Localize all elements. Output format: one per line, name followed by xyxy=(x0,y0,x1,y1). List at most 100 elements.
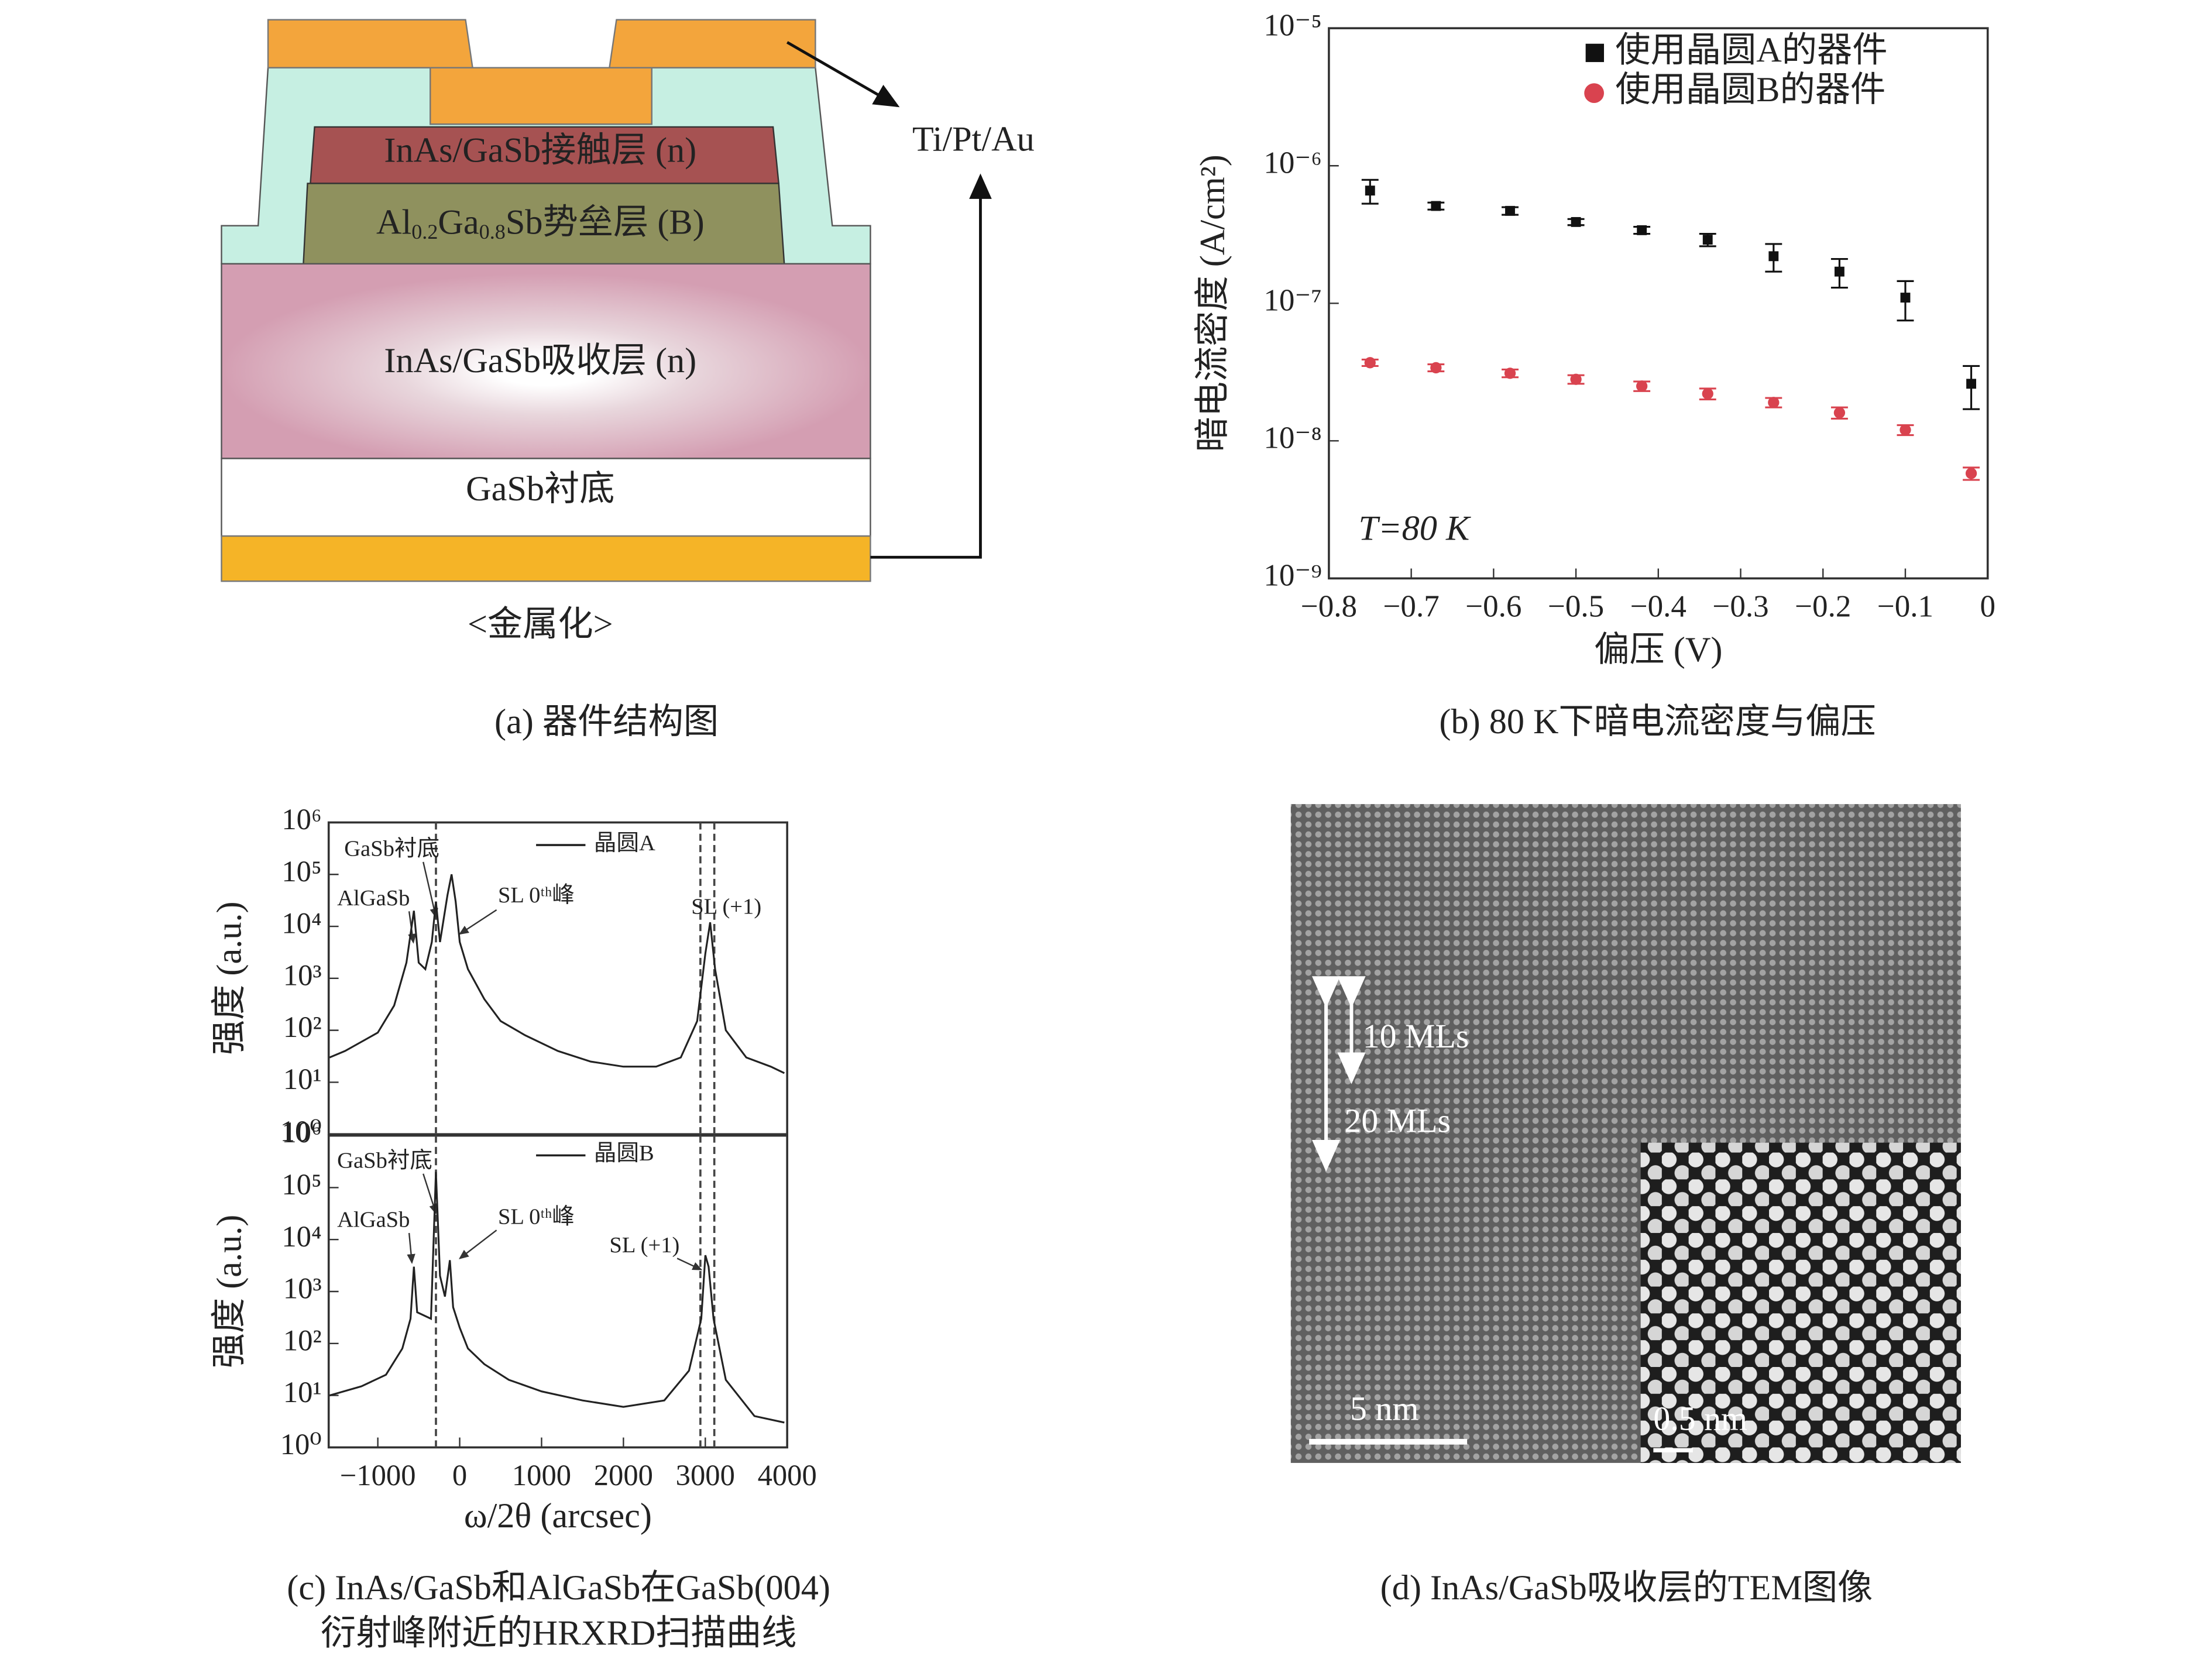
chart: 10⁻⁹ 10⁻⁸ 10⁻⁷ 10⁻⁶ 10⁻⁵ −0.8 −0.7 −0.6 −0.5 −0.4… xyxy=(1193,8,1995,669)
legend-label: 晶圆A xyxy=(594,831,655,856)
caption: (b) 80 K下暗电流密度与偏压 xyxy=(1439,702,1876,741)
absorber-layer xyxy=(221,263,871,459)
tem-inset xyxy=(1640,1142,1961,1463)
point xyxy=(1768,397,1780,408)
x-tick-label: 4000 xyxy=(758,1459,817,1492)
point xyxy=(1570,373,1582,385)
tem-image: 10 MLs 20 MLs 5 nm 0.5 nm xyxy=(1290,804,1961,1463)
point xyxy=(1430,362,1442,374)
point xyxy=(1637,225,1647,235)
annotation: GaSb衬底 xyxy=(344,837,439,861)
substrate xyxy=(221,458,871,537)
annotation: GaSb衬底 xyxy=(337,1148,432,1173)
legend-label: 晶圆B xyxy=(594,1141,654,1166)
metal-contact xyxy=(267,19,473,68)
y-tick-label: 10⁵ xyxy=(281,855,321,888)
y-tick-label: 10⁻⁵ xyxy=(1263,8,1321,42)
annotation: SL (+1) xyxy=(691,894,761,919)
text-part: Al xyxy=(376,203,411,242)
y-tick-label: 10⁶ xyxy=(281,803,321,836)
plot-frame xyxy=(327,821,788,1136)
annotation: T=80 K xyxy=(1359,509,1471,548)
annotation: SL 0ᵗʰ峰 xyxy=(498,883,575,908)
point xyxy=(1702,235,1713,245)
legend-marker xyxy=(1585,43,1604,63)
y-tick-label: 10³ xyxy=(283,1272,322,1305)
x-tick-label: 0 xyxy=(1980,590,1995,624)
point xyxy=(1504,367,1516,379)
device-diagram: Ti/Pt/Au InAs/GaSb接触层 (n) Al0.2Ga0.8Sb势垒… xyxy=(221,19,1035,644)
annotation-arrow xyxy=(423,1173,438,1215)
x-tick-label: −0.2 xyxy=(1795,590,1851,624)
caption: 衍射峰附近的HRXRD扫描曲线 xyxy=(321,1613,796,1653)
y-tick-label: 10⁻⁷ xyxy=(1263,283,1321,317)
x-tick-label: −0.3 xyxy=(1712,590,1768,624)
metal-contact xyxy=(430,67,652,125)
layer-label: Al0.2Ga0.8Sb势垒层 (B) xyxy=(376,203,705,244)
metallization-label: <金属化> xyxy=(468,605,613,644)
text-part: Ga xyxy=(438,203,479,242)
legend-marker xyxy=(1584,83,1604,103)
text-part: Sb势垒层 (B) xyxy=(506,203,705,242)
y-axis-label: 强度 (a.u.) xyxy=(210,901,249,1055)
y-tick-label: 10⁰ xyxy=(280,1115,322,1148)
point xyxy=(1431,201,1441,211)
y-tick-label: 10⁰ xyxy=(280,1428,322,1461)
y-tick-label: 10² xyxy=(283,1011,322,1043)
y-tick-label: 10⁶ xyxy=(281,1116,321,1149)
metal-contact xyxy=(609,19,816,68)
layer-label: 20 MLs xyxy=(1344,1102,1451,1140)
metal-label: Ti/Pt/Au xyxy=(912,119,1035,159)
point xyxy=(1364,357,1376,369)
metal-bottom xyxy=(221,535,871,582)
point xyxy=(1966,379,1976,389)
legend-label: 使用晶圆A的器件 xyxy=(1615,30,1887,70)
y-tick-label: 10⁻⁹ xyxy=(1263,559,1321,593)
y-tick-label: 10⁻⁸ xyxy=(1263,421,1321,455)
point xyxy=(1900,293,1911,303)
layer-label: 10 MLs xyxy=(1363,1017,1469,1055)
point xyxy=(1768,251,1779,262)
y-tick-label: 10⁻⁶ xyxy=(1263,146,1321,180)
arrow xyxy=(870,173,992,559)
subscript: 0.8 xyxy=(479,220,506,243)
annotation: SL (+1) xyxy=(609,1233,679,1258)
x-tick-label: −0.7 xyxy=(1383,590,1440,624)
annotation: AlGaSb xyxy=(337,886,410,911)
y-tick-label: 10¹ xyxy=(283,1376,322,1409)
y-tick-label: 10¹ xyxy=(283,1063,322,1095)
annotation-arrow xyxy=(458,909,497,935)
point xyxy=(1505,205,1515,216)
x-tick-label: −1000 xyxy=(340,1459,416,1492)
x-tick-label: 0 xyxy=(452,1459,467,1492)
x-tick-label: 3000 xyxy=(676,1459,735,1492)
caption: (d) InAs/GaSb吸收层的TEM图像 xyxy=(1380,1568,1873,1608)
scale-label: 0.5 nm xyxy=(1653,1399,1747,1437)
x-tick-label: −0.1 xyxy=(1877,590,1933,624)
caption: (a) 器件结构图 xyxy=(494,702,719,741)
point xyxy=(1571,217,1581,227)
annotation: SL 0ᵗʰ峰 xyxy=(498,1205,575,1229)
caption: (c) InAs/GaSb和AlGaSb在GaSb(004) xyxy=(287,1568,830,1608)
plot-frame xyxy=(327,1134,788,1449)
chart: 10⁰ 10¹ 10² 10³ 10⁴ 10⁵ 10⁶ −1000 0 1000 2000 3000 4… xyxy=(210,1116,817,1536)
y-tick-label: 10³ xyxy=(283,959,322,991)
x-tick-label: 1000 xyxy=(512,1459,571,1492)
point xyxy=(1365,186,1375,196)
point xyxy=(1636,380,1648,392)
x-axis-label: ω/2θ (arcsec) xyxy=(464,1496,652,1536)
annotation: AlGaSb xyxy=(337,1208,410,1232)
y-tick-label: 10⁵ xyxy=(281,1168,321,1201)
point xyxy=(1834,266,1845,277)
layer-label: GaSb衬底 xyxy=(466,469,614,509)
scale-label: 5 nm xyxy=(1350,1389,1418,1427)
annotation-arrow xyxy=(676,1258,703,1270)
annotation-arrow xyxy=(407,1232,415,1264)
point xyxy=(1965,468,1977,479)
subscript: 0.2 xyxy=(411,220,438,243)
y-axis-label: 暗电流密度 (A/cm²) xyxy=(1193,154,1232,452)
point xyxy=(1833,407,1846,419)
x-tick-label: −0.8 xyxy=(1301,590,1357,624)
